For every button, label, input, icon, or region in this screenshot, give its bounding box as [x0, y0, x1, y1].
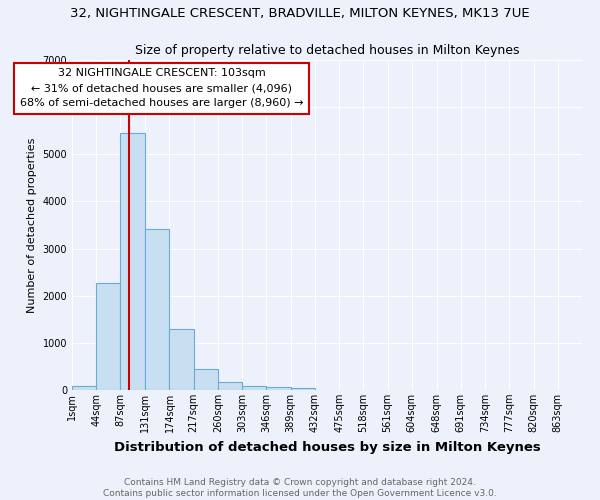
Bar: [290, 388, 315, 390]
Text: 32 NIGHTINGALE CRESCENT: 103sqm
← 31% of detached houses are smaller (4,096)
68%: 32 NIGHTINGALE CRESCENT: 103sqm ← 31% of…: [20, 68, 304, 108]
Bar: [72, 386, 96, 390]
Text: 32, NIGHTINGALE CRESCENT, BRADVILLE, MILTON KEYNES, MK13 7UE: 32, NIGHTINGALE CRESCENT, BRADVILLE, MIL…: [70, 8, 530, 20]
Bar: [96, 282, 121, 390]
Bar: [121, 133, 145, 390]
Bar: [266, 387, 290, 390]
Bar: [169, 328, 194, 390]
Bar: [194, 369, 218, 390]
X-axis label: Distribution of detached houses by size in Milton Keynes: Distribution of detached houses by size …: [113, 440, 541, 454]
Bar: [218, 382, 242, 390]
Y-axis label: Number of detached properties: Number of detached properties: [27, 138, 37, 312]
Title: Size of property relative to detached houses in Milton Keynes: Size of property relative to detached ho…: [135, 44, 519, 58]
Bar: [145, 229, 169, 390]
Bar: [242, 386, 266, 390]
Text: Contains HM Land Registry data © Crown copyright and database right 2024.
Contai: Contains HM Land Registry data © Crown c…: [103, 478, 497, 498]
